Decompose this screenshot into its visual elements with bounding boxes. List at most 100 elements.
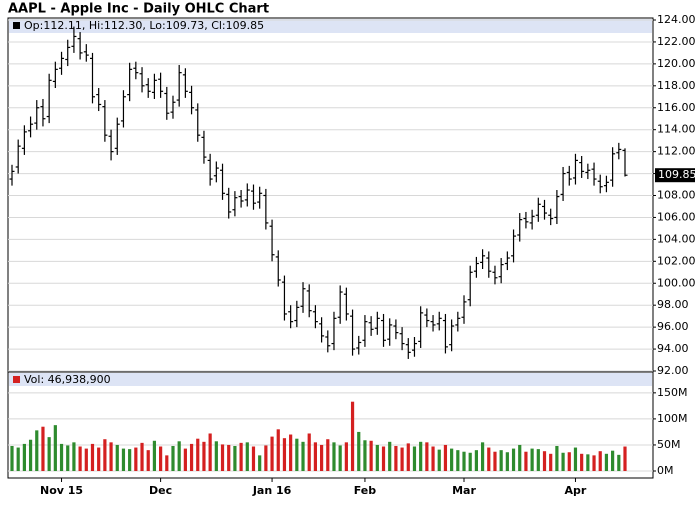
volume-bar	[177, 441, 181, 471]
volume-header	[9, 373, 652, 386]
volume-bar	[394, 445, 398, 471]
x-tick-label: Apr	[565, 484, 587, 497]
volume-bar	[10, 445, 14, 471]
volume-bar	[227, 444, 231, 471]
volume-bar	[121, 448, 126, 471]
y-tick-label: 102.00	[657, 254, 696, 267]
volume-bar	[146, 450, 150, 471]
ohlc-legend: Op:112.11, Hi:112.30, Lo:109.73, Cl:109.…	[24, 19, 264, 32]
volume-bar	[97, 447, 101, 471]
volume-bar	[103, 439, 107, 471]
volume-bar	[511, 448, 516, 471]
volume-bar	[214, 441, 218, 471]
y-tick-label: 106.00	[657, 210, 696, 223]
volume-bar	[549, 453, 553, 471]
y-tick-label: 112.00	[657, 145, 696, 158]
volume-bar	[233, 445, 237, 471]
volume-bar	[555, 445, 559, 471]
volume-bar	[239, 442, 243, 471]
volume-bar	[251, 446, 256, 471]
volume-bar	[189, 443, 194, 471]
volume-bar	[505, 452, 509, 471]
y-tick-label: 100.00	[657, 276, 696, 289]
x-tick-label: Jan 16	[252, 484, 292, 497]
chart-title: AAPL - Apple Inc - Daily OHLC Chart	[8, 2, 269, 17]
volume-bar	[258, 455, 262, 471]
y-tick-label: 0M	[657, 464, 674, 477]
x-tick-label: Feb	[354, 484, 377, 497]
volume-bar	[406, 443, 410, 471]
volume-bar	[22, 443, 26, 471]
volume-bar	[289, 434, 293, 471]
volume-bar	[480, 442, 485, 471]
volume-bar	[84, 448, 88, 471]
volume-bar	[332, 442, 336, 471]
volume-bar	[326, 439, 330, 471]
y-tick-label: 118.00	[657, 79, 696, 92]
volume-bar	[499, 450, 503, 471]
volume-bar	[220, 444, 225, 471]
volume-bar	[530, 448, 534, 471]
volume-bar	[456, 450, 460, 471]
volume-bar	[128, 449, 132, 471]
y-tick-label: 94.00	[657, 342, 689, 355]
volume-bar	[388, 441, 392, 471]
x-tick-label: Nov 15	[40, 484, 83, 497]
volume-bar	[357, 431, 361, 471]
volume-bar	[270, 436, 274, 471]
volume-bar	[313, 442, 318, 471]
volume-legend-icon	[13, 376, 20, 383]
volume-bar	[41, 426, 45, 471]
volume-bar	[307, 433, 311, 471]
last-price-label: 109.85	[658, 168, 697, 181]
volume-bar	[109, 442, 113, 471]
volume-bar	[196, 438, 200, 471]
y-tick-label: 98.00	[657, 298, 689, 311]
volume-bar	[344, 442, 348, 471]
y-tick-label: 114.00	[657, 123, 696, 136]
volume-bar	[474, 450, 478, 471]
volume-bar	[400, 447, 404, 471]
volume-bar	[542, 451, 547, 471]
volume-bar	[493, 451, 497, 471]
volume-bar	[301, 441, 305, 471]
y-tick-label: 96.00	[657, 320, 689, 333]
price-legend-icon	[13, 22, 20, 29]
volume-bar	[202, 441, 206, 471]
y-tick-label: 104.00	[657, 232, 696, 245]
volume-legend: Vol: 46,938,900	[24, 373, 111, 386]
volume-bar	[16, 447, 20, 471]
volume-bar	[208, 433, 212, 471]
volume-bar	[140, 442, 144, 471]
y-tick-label: 100M	[657, 412, 688, 425]
y-tick-label: 92.00	[657, 364, 689, 377]
y-tick-label: 150M	[657, 386, 688, 399]
volume-bar	[536, 449, 540, 471]
volume-bar	[115, 444, 119, 471]
volume-bar	[282, 438, 287, 471]
volume-bar	[580, 453, 584, 471]
volume-bar	[72, 442, 76, 471]
y-tick-label: 108.00	[657, 189, 696, 202]
price-panel	[7, 17, 654, 372]
volume-bar	[425, 442, 429, 471]
volume-bar	[524, 451, 528, 471]
volume-bar	[35, 430, 39, 471]
volume-bar	[134, 447, 138, 471]
volume-bar	[159, 446, 163, 471]
volume-bar	[319, 444, 324, 471]
volume-bar	[592, 455, 596, 471]
volume-bar	[611, 450, 615, 471]
volume-bar	[381, 446, 386, 471]
volume-bar	[450, 448, 454, 471]
y-tick-label: 122.00	[657, 35, 696, 48]
volume-bar	[295, 438, 299, 471]
volume-bar	[375, 444, 379, 471]
volume-bar	[59, 443, 64, 471]
volume-bar	[561, 452, 565, 471]
volume-bar	[245, 442, 249, 471]
y-tick-label: 50M	[657, 438, 681, 451]
volume-bar	[53, 425, 57, 471]
volume-bar	[90, 443, 95, 471]
